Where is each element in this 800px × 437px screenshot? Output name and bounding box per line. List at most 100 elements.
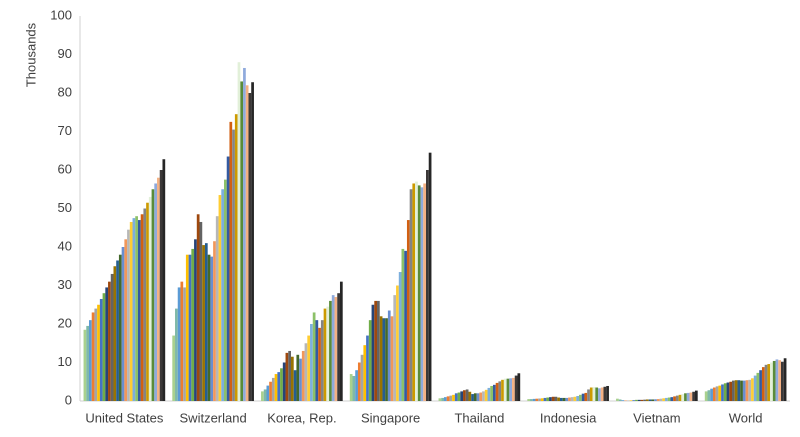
y-tick-label: 30 <box>58 277 72 292</box>
bar <box>635 399 638 401</box>
bar <box>484 389 488 401</box>
bar <box>320 320 324 401</box>
bar <box>374 300 378 401</box>
bar <box>271 377 275 401</box>
bar <box>113 266 117 401</box>
bar <box>767 364 771 401</box>
bar <box>530 399 533 401</box>
bar <box>449 395 453 401</box>
bar <box>745 380 749 401</box>
bar <box>315 320 319 401</box>
bar <box>299 358 302 401</box>
bar <box>498 381 502 401</box>
bar <box>296 354 300 401</box>
bar <box>274 374 278 401</box>
bar <box>390 316 394 401</box>
bar <box>154 183 158 401</box>
bar <box>487 387 491 401</box>
bar <box>404 250 407 401</box>
bar <box>678 394 682 401</box>
bar <box>783 358 787 401</box>
bar <box>764 364 768 401</box>
bar <box>554 396 558 401</box>
x-tick-label: United States <box>85 410 164 425</box>
bar <box>600 387 604 401</box>
bar <box>382 318 386 401</box>
bar <box>266 385 270 401</box>
bar <box>94 308 98 401</box>
bar <box>742 380 746 401</box>
bar <box>503 378 507 401</box>
bar <box>237 62 241 401</box>
bar <box>423 183 427 401</box>
bar <box>463 390 466 401</box>
bar <box>465 389 469 401</box>
bar <box>97 304 100 401</box>
bar <box>616 398 619 401</box>
bar <box>366 335 369 401</box>
bar <box>110 273 114 401</box>
bar <box>468 391 472 401</box>
bar <box>592 387 596 401</box>
bar <box>210 256 214 401</box>
bar <box>151 189 155 401</box>
bar <box>339 281 343 401</box>
bar <box>473 393 477 401</box>
bar <box>285 352 289 401</box>
bar <box>234 114 238 402</box>
bar <box>587 389 590 401</box>
bar <box>446 396 450 401</box>
bar <box>629 400 633 401</box>
bar <box>538 398 541 401</box>
bar <box>360 354 364 401</box>
bar <box>573 396 577 401</box>
bar <box>282 362 286 401</box>
bar <box>180 281 184 401</box>
bar <box>645 399 649 401</box>
bar <box>135 216 138 401</box>
y-axis-label: Thousands <box>23 22 38 87</box>
bar <box>759 370 762 401</box>
bar <box>640 399 644 401</box>
bar <box>185 254 189 401</box>
bar <box>121 247 125 401</box>
bar <box>105 287 109 401</box>
bar <box>512 377 515 401</box>
bar <box>398 272 402 401</box>
bar <box>124 239 128 401</box>
bar <box>710 388 713 401</box>
y-tick-label: 20 <box>58 315 72 330</box>
bar <box>368 320 372 401</box>
bar <box>183 287 186 401</box>
bar <box>535 398 539 401</box>
bar <box>568 397 571 401</box>
bar <box>756 372 760 401</box>
bar <box>137 220 141 401</box>
bar <box>570 397 574 401</box>
bar <box>312 312 316 401</box>
bar <box>734 380 738 401</box>
bar <box>684 393 687 401</box>
bar <box>681 394 685 401</box>
bar <box>729 381 733 401</box>
bar <box>479 392 483 401</box>
y-tick-label: 10 <box>58 354 72 369</box>
bar <box>277 372 281 401</box>
bar <box>240 81 244 401</box>
bar <box>476 393 480 401</box>
bar <box>204 243 208 401</box>
bar <box>761 367 765 401</box>
bar <box>595 387 599 401</box>
bar <box>269 381 272 401</box>
bar <box>670 397 674 401</box>
x-tick-label: Singapore <box>361 410 420 425</box>
y-tick-label: 50 <box>58 200 72 215</box>
bar <box>651 399 655 401</box>
x-tick-label: Thailand <box>454 410 504 425</box>
bar <box>172 335 176 401</box>
bar <box>401 248 405 401</box>
bar <box>492 384 496 401</box>
bar <box>196 214 200 401</box>
